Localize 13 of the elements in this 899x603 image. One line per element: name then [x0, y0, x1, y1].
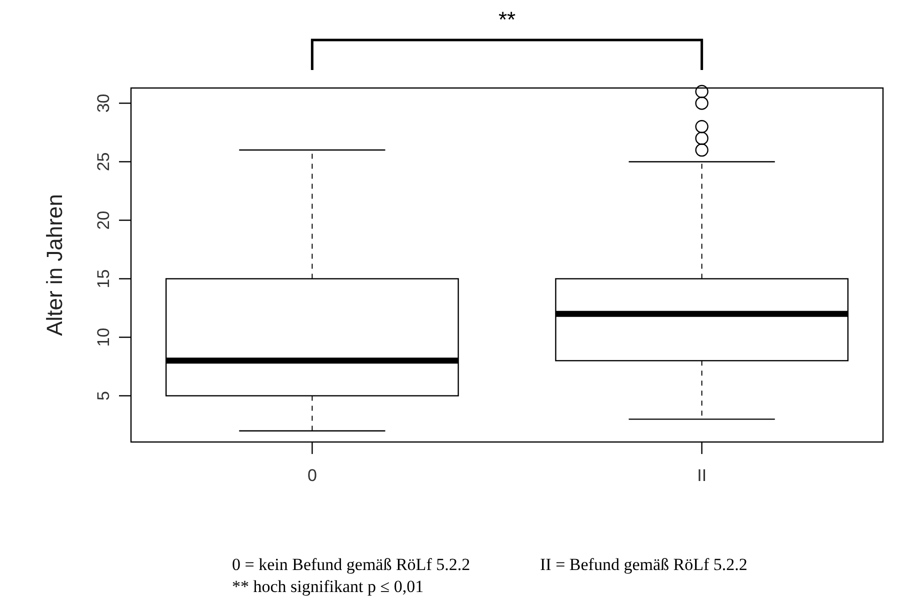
x-tick-label: II: [697, 466, 707, 485]
text: II = Befund gemäß RöLf 5.2.2: [540, 555, 748, 574]
y-tick-label: 5: [94, 391, 113, 401]
text: 0 = kein Befund gemäß RöLf 5.2.2: [232, 555, 470, 574]
y-tick-label: 15: [94, 269, 113, 288]
y-tick-label: 10: [94, 328, 113, 347]
text: ** hoch signifikant p ≤ 0,01: [232, 577, 424, 596]
y-tick-label: 30: [94, 94, 113, 113]
y-axis-title: Alter in Jahren: [42, 194, 67, 336]
text: **: [498, 7, 516, 32]
x-tick-label: 0: [307, 466, 317, 485]
y-tick-label: 20: [94, 210, 113, 230]
y-tick-label: 25: [94, 152, 113, 172]
